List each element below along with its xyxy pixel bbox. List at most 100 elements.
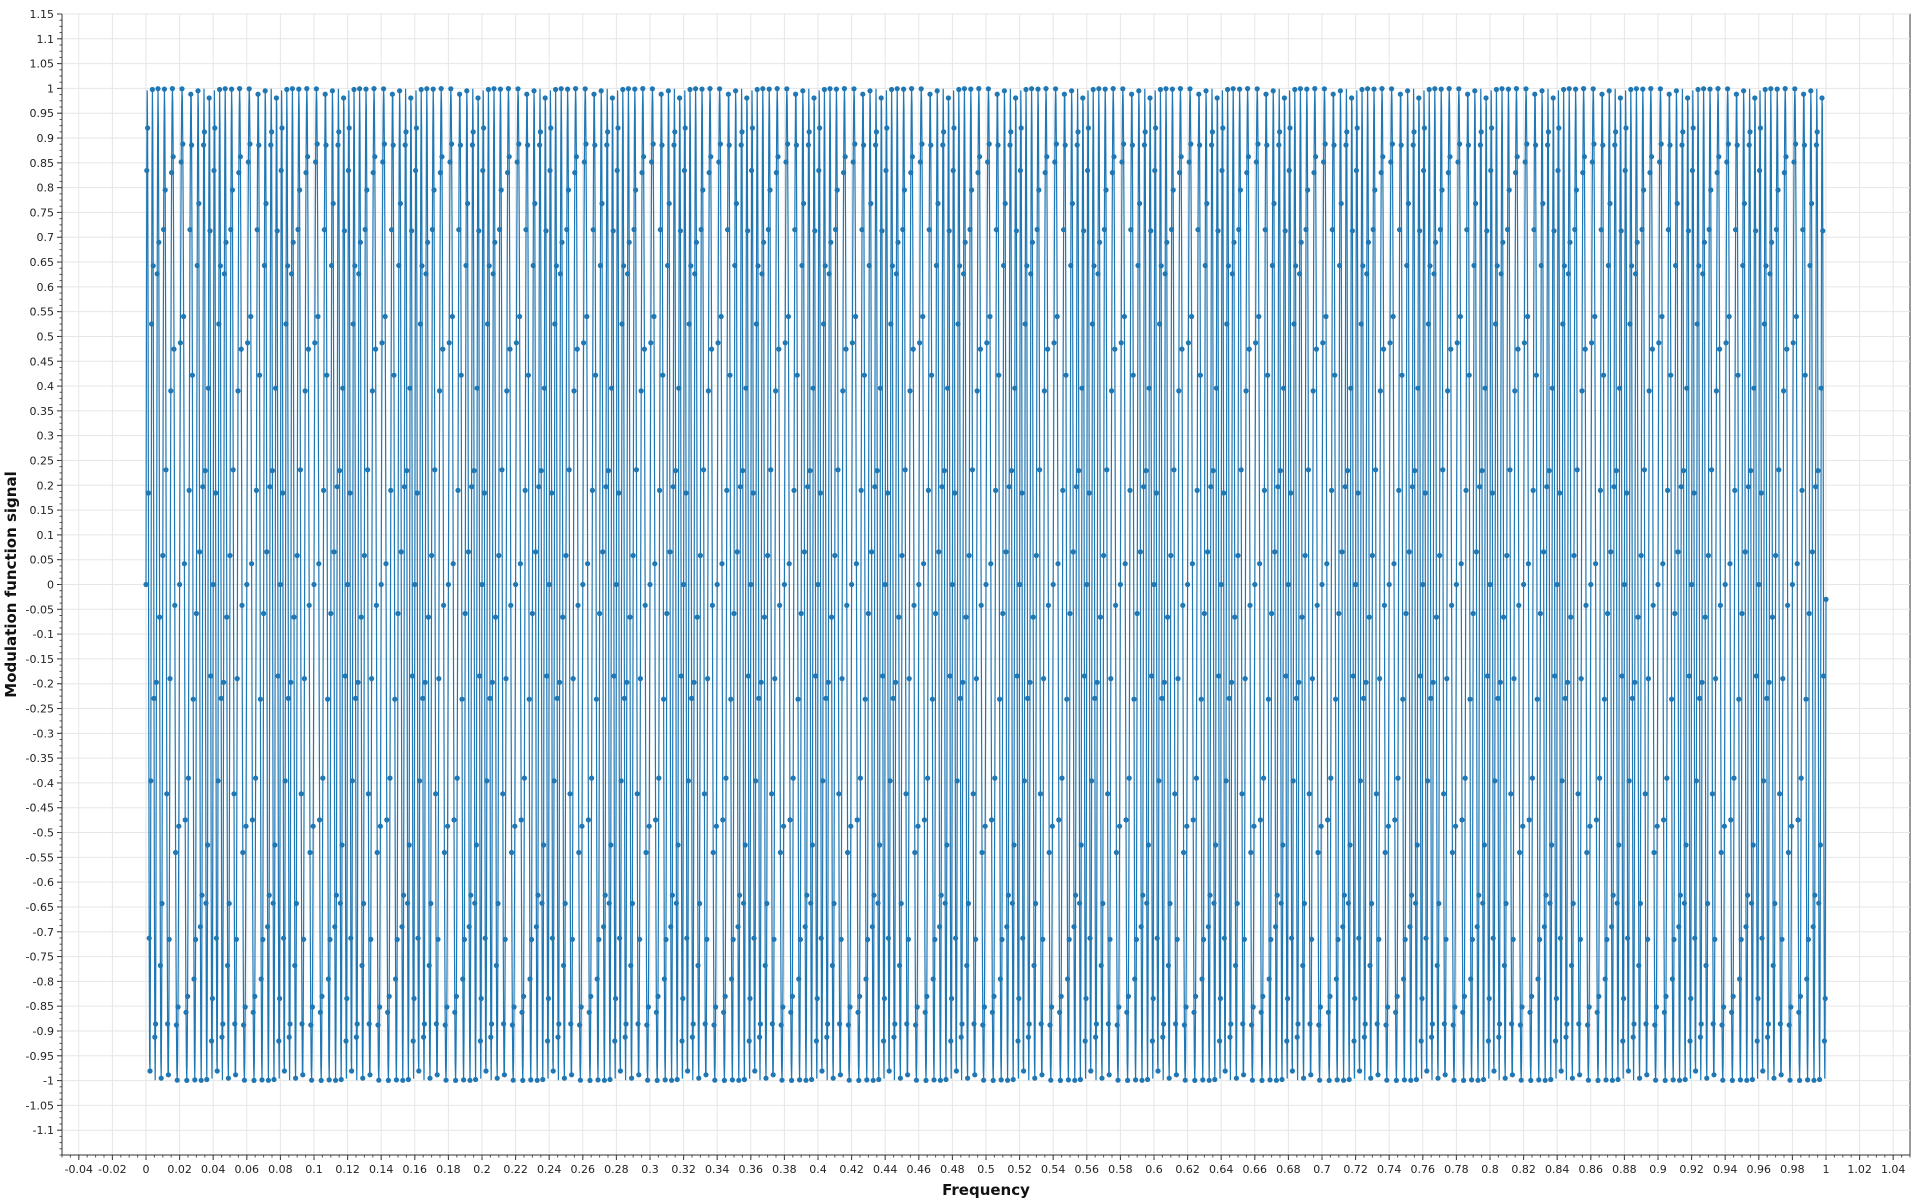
data-point bbox=[447, 159, 453, 165]
data-point bbox=[879, 228, 885, 234]
data-point bbox=[1252, 581, 1258, 588]
data-point bbox=[468, 892, 474, 898]
data-point bbox=[485, 86, 491, 93]
data-point bbox=[1774, 86, 1780, 92]
data-point bbox=[1566, 86, 1572, 92]
data-point bbox=[175, 1004, 181, 1010]
data-point bbox=[670, 484, 676, 490]
data-point bbox=[165, 1072, 171, 1078]
data-point bbox=[873, 129, 880, 135]
data-point bbox=[937, 1077, 944, 1083]
data-point bbox=[822, 263, 828, 269]
data-point bbox=[813, 1038, 820, 1044]
data-point bbox=[725, 91, 732, 97]
data-point bbox=[576, 849, 582, 856]
data-point bbox=[667, 549, 673, 555]
data-point bbox=[801, 549, 808, 555]
data-point bbox=[1766, 679, 1772, 685]
data-point bbox=[1123, 817, 1129, 823]
data-point bbox=[1522, 159, 1528, 165]
data-point bbox=[1194, 487, 1200, 493]
data-point bbox=[1721, 823, 1727, 829]
y-tick-label: -0.1 bbox=[33, 628, 54, 641]
data-point bbox=[1673, 262, 1679, 269]
x-tick-label: 0.44 bbox=[873, 1163, 898, 1176]
data-point bbox=[841, 170, 847, 176]
data-point bbox=[1807, 262, 1813, 269]
data-point bbox=[1609, 1077, 1615, 1083]
data-point bbox=[817, 125, 823, 131]
data-point bbox=[1433, 614, 1439, 620]
data-point bbox=[925, 775, 931, 781]
data-point bbox=[922, 1009, 928, 1015]
data-point bbox=[1100, 900, 1106, 907]
data-point bbox=[1013, 228, 1020, 234]
data-point bbox=[1293, 263, 1299, 269]
data-point bbox=[1382, 849, 1388, 856]
x-tick-label: 0.8 bbox=[1481, 1163, 1499, 1176]
data-point bbox=[345, 581, 351, 588]
data-point bbox=[393, 1077, 399, 1083]
data-point bbox=[429, 552, 435, 559]
data-point bbox=[233, 936, 239, 942]
data-point bbox=[802, 924, 808, 930]
data-point bbox=[760, 86, 766, 92]
data-point bbox=[1283, 673, 1289, 679]
data-point bbox=[836, 791, 842, 797]
data-point bbox=[1704, 1075, 1710, 1081]
data-point bbox=[874, 468, 880, 474]
data-point bbox=[713, 823, 720, 829]
data-point bbox=[1818, 385, 1824, 391]
data-point bbox=[213, 490, 219, 496]
data-point bbox=[903, 791, 909, 797]
data-point bbox=[1081, 228, 1087, 234]
data-point bbox=[1265, 372, 1271, 378]
data-point bbox=[1732, 487, 1738, 493]
data-point bbox=[1622, 167, 1628, 174]
data-point bbox=[648, 340, 654, 346]
data-point bbox=[309, 1004, 315, 1010]
data-point bbox=[590, 227, 596, 233]
data-point bbox=[1539, 88, 1545, 94]
data-point bbox=[968, 86, 974, 92]
data-point bbox=[1319, 581, 1325, 588]
data-point bbox=[207, 228, 213, 234]
data-point bbox=[1733, 91, 1739, 97]
data-point bbox=[758, 679, 764, 685]
data-point bbox=[785, 313, 792, 320]
data-point bbox=[1094, 679, 1100, 685]
data-point bbox=[1590, 86, 1596, 92]
data-point bbox=[1019, 490, 1025, 496]
data-point bbox=[1292, 86, 1298, 93]
data-point bbox=[561, 962, 567, 969]
data-point bbox=[154, 271, 160, 277]
data-point bbox=[906, 676, 912, 682]
data-point bbox=[1423, 935, 1429, 941]
data-point bbox=[1035, 86, 1041, 92]
data-point bbox=[1505, 226, 1511, 233]
data-point bbox=[1760, 1068, 1766, 1074]
data-point bbox=[1342, 484, 1348, 490]
data-point bbox=[1414, 842, 1420, 848]
data-point bbox=[209, 1038, 215, 1044]
data-point bbox=[543, 228, 549, 234]
data-point bbox=[767, 187, 773, 193]
data-point bbox=[411, 995, 417, 1002]
data-point bbox=[1042, 170, 1048, 176]
data-point bbox=[845, 849, 851, 856]
data-point bbox=[917, 159, 924, 165]
data-point bbox=[1198, 696, 1204, 702]
data-point bbox=[1472, 88, 1478, 94]
data-point bbox=[461, 936, 467, 943]
data-point bbox=[839, 676, 845, 682]
data-point bbox=[345, 167, 351, 174]
data-point bbox=[594, 976, 600, 982]
data-point bbox=[183, 1009, 189, 1015]
data-point bbox=[643, 849, 649, 856]
data-point bbox=[1408, 1077, 1414, 1083]
data-point bbox=[571, 388, 577, 394]
data-point bbox=[693, 239, 700, 245]
data-point bbox=[1785, 602, 1791, 608]
data-point bbox=[224, 614, 230, 620]
data-point bbox=[453, 993, 459, 1000]
